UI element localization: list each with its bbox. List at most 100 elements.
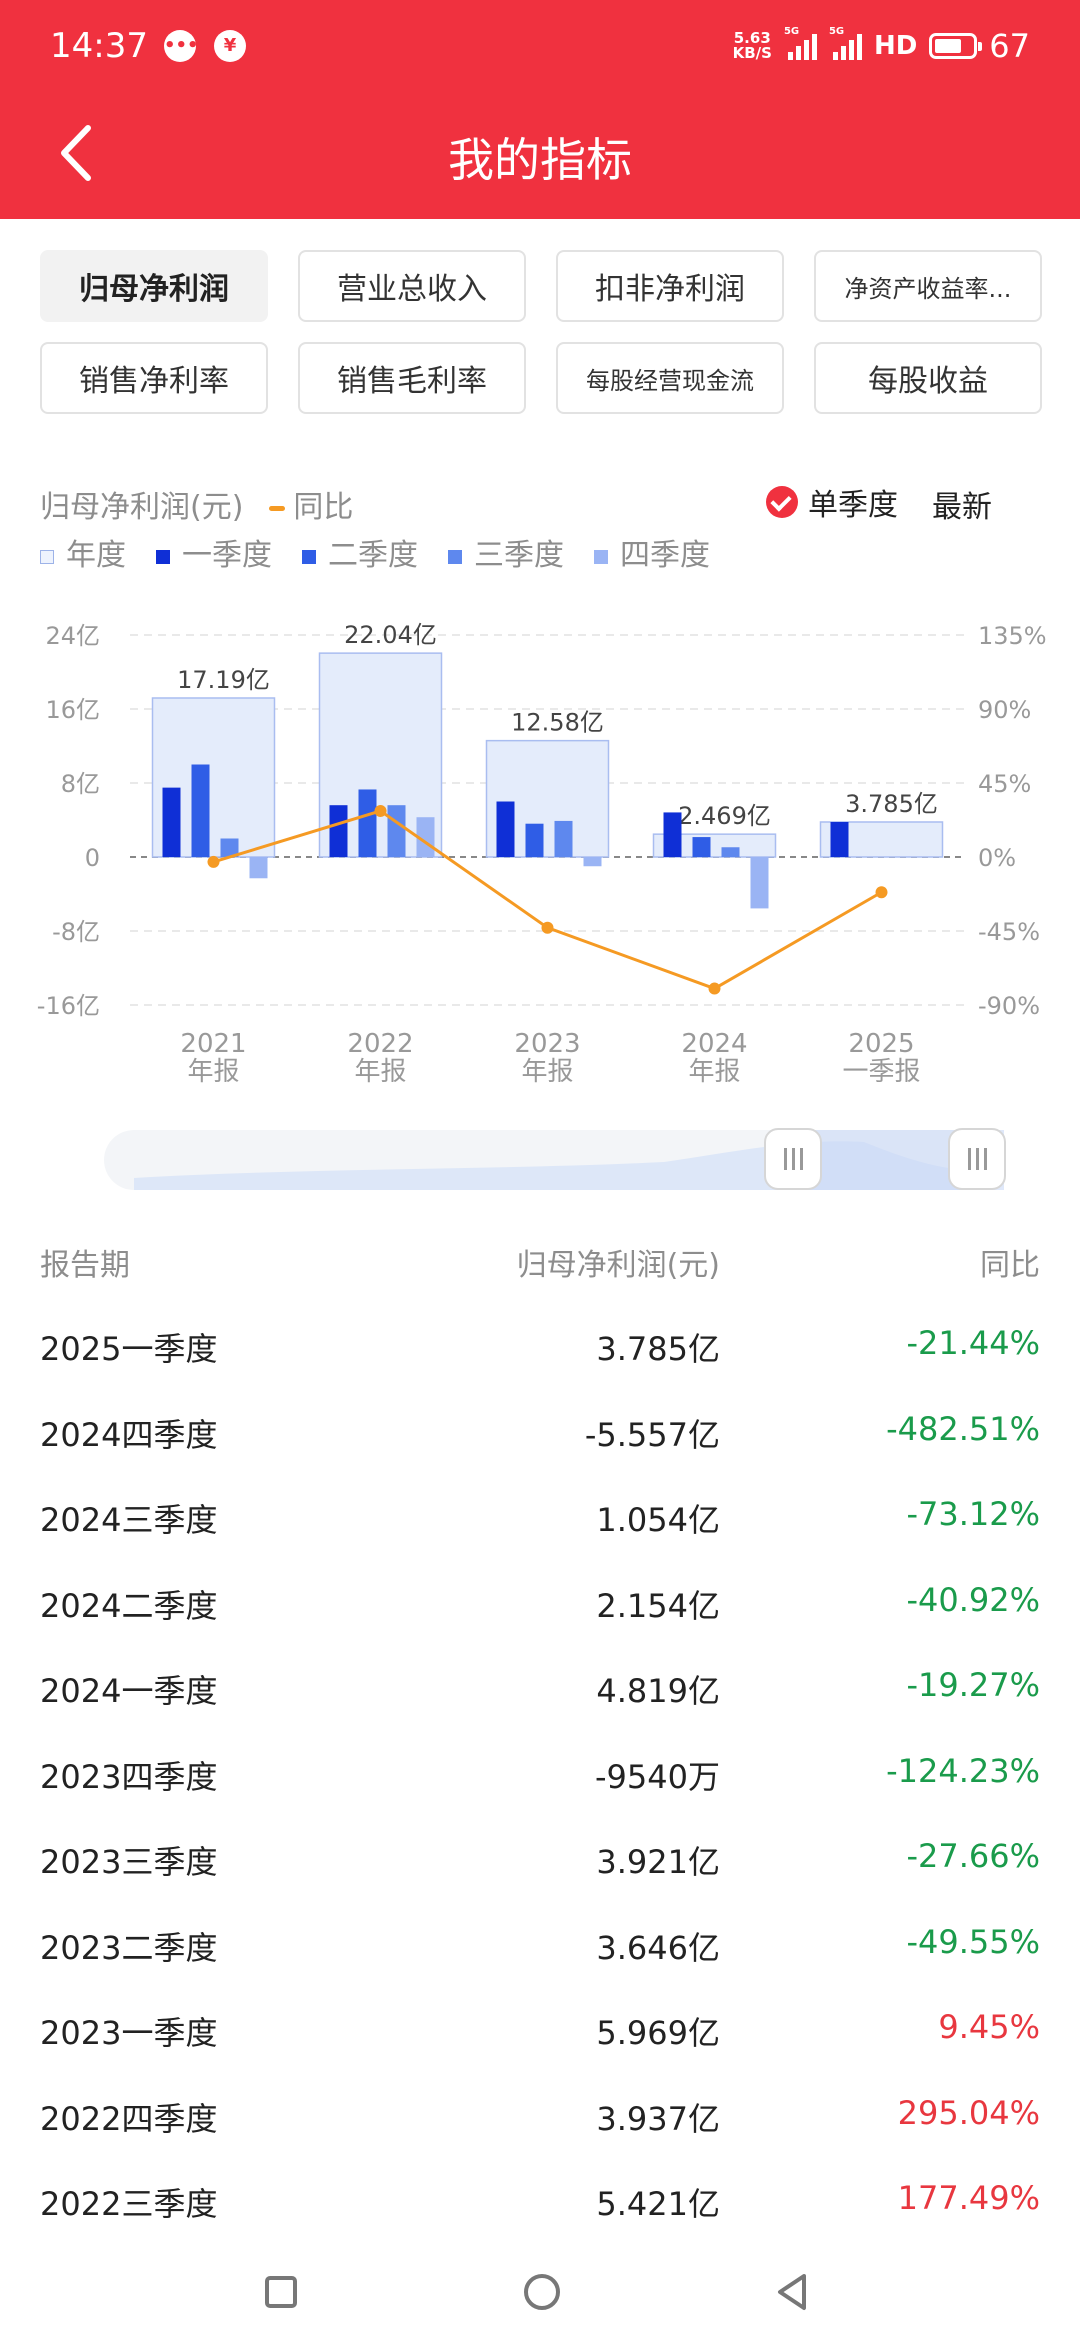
y2-tick-label: 0% — [978, 844, 1016, 872]
tab-deducted-profit[interactable]: 扣非净利润 — [556, 250, 784, 322]
tab-cashflow-per-share[interactable]: 每股经营现金流 — [556, 342, 784, 414]
x-tick-label: 2022 — [347, 1029, 413, 1059]
latest-button[interactable]: 最新 — [932, 490, 992, 525]
row-value: 3.921亿 — [596, 1843, 720, 1881]
y2-tick-label: -45% — [978, 918, 1040, 946]
row-period: 2024三季度 — [40, 1501, 218, 1539]
legend-item-q1[interactable]: 一季度 — [156, 530, 272, 574]
legend-yoy: 同比 — [269, 482, 353, 526]
indicator-tabs: 归母净利润 营业总收入 扣非净利润 净资产收益率... 销售净利率 销售毛利率 … — [40, 250, 1042, 414]
row-value: 5.969亿 — [596, 2014, 720, 2052]
row-value: 3.785亿 — [596, 1330, 720, 1368]
tab-eps[interactable]: 每股收益 — [814, 342, 1042, 414]
quarter-bar — [583, 857, 602, 867]
chart-legend-series: 年度 一季度 二季度 三季度 四季度 — [40, 530, 710, 574]
chevron-left-icon — [61, 125, 91, 181]
x-tick-label: 2024 — [681, 1029, 747, 1059]
x-tick-label: 年报 — [354, 1057, 406, 1087]
legend-item-annual[interactable]: 年度 — [40, 530, 126, 574]
system-nav-bar — [0, 2240, 1080, 2340]
row-value: -9540万 — [595, 1757, 720, 1796]
annual-value-label: 2.469亿 — [678, 802, 771, 830]
row-value: 5.421亿 — [596, 2185, 720, 2223]
status-bar: 14:37 ••• ¥ 5.63 KB/S 5G 5G HD 67 — [0, 0, 1080, 92]
annual-value-label: 3.785亿 — [845, 790, 938, 818]
tab-total-revenue[interactable]: 营业总收入 — [298, 250, 526, 322]
table-row[interactable]: 2023三季度 3.921亿 -27.66% — [40, 1829, 1040, 1915]
quarter-bar — [191, 764, 210, 857]
row-value: 1.054亿 — [596, 1501, 720, 1539]
page-title: 我的指标 — [448, 133, 632, 187]
y2-tick-label: 135% — [978, 622, 1047, 650]
row-period: 2023三季度 — [40, 1843, 218, 1881]
quarter-bar — [721, 847, 740, 857]
row-period: 2022三季度 — [40, 2185, 218, 2223]
annual-value-label: 12.58亿 — [511, 709, 604, 737]
quarter-bar — [496, 801, 515, 857]
home-button[interactable] — [524, 2274, 560, 2310]
row-period: 2023四季度 — [40, 1757, 218, 1796]
row-period: 2024四季度 — [40, 1415, 218, 1454]
table-row[interactable]: 2024一季度 4.819亿 -19.27% — [40, 1658, 1040, 1744]
tab-gross-margin[interactable]: 销售毛利率 — [298, 342, 526, 414]
x-tick-label: 年报 — [521, 1057, 573, 1087]
quarter-bar — [663, 812, 682, 857]
legend-item-q4[interactable]: 四季度 — [594, 530, 710, 574]
tab-net-profit[interactable]: 归母净利润 — [40, 250, 268, 322]
annual-bar — [652, 833, 777, 858]
range-handle-left[interactable] — [764, 1128, 822, 1190]
network-speed: 5.63 KB/S — [732, 29, 772, 62]
yoy-point — [374, 804, 387, 817]
quarter-bar — [358, 789, 377, 857]
legend-item-q3[interactable]: 三季度 — [448, 530, 564, 574]
table-row[interactable]: 2023一季度 5.969亿 9.45% — [40, 2000, 1040, 2086]
range-handle-right[interactable] — [948, 1128, 1006, 1190]
quarter-bar — [162, 787, 181, 857]
table-row[interactable]: 2025一季度 3.785亿 -21.44% — [40, 1316, 1040, 1402]
table-row[interactable]: 2024四季度 -5.557亿 -482.51% — [40, 1402, 1040, 1488]
signal-icon-2: 5G — [829, 26, 862, 60]
row-value: 3.937亿 — [596, 2099, 720, 2138]
y2-tick-label: -90% — [978, 992, 1040, 1020]
tab-net-margin[interactable]: 销售净利率 — [40, 342, 268, 414]
back-button[interactable] — [50, 118, 110, 188]
shield-yen-icon: ¥ — [214, 30, 246, 62]
quarter-bar — [692, 837, 711, 857]
row-yoy: -73.12% — [906, 1495, 1040, 1533]
quarter-bar — [387, 805, 406, 857]
recent-apps-button[interactable] — [265, 2276, 297, 2308]
table-row[interactable]: 2023二季度 3.646亿 -49.55% — [40, 1915, 1040, 2001]
y-tick-label: 0 — [85, 844, 100, 872]
quarter-bar — [830, 821, 849, 857]
single-season-toggle[interactable]: 单季度 — [766, 480, 898, 524]
hd-icon: HD — [873, 31, 918, 61]
table-row[interactable]: 2024三季度 1.054亿 -73.12% — [40, 1487, 1040, 1573]
row-yoy: 295.04% — [897, 2093, 1040, 2132]
chart-legend-top: 归母净利润(元) 同比 — [40, 482, 353, 526]
yoy-point — [875, 886, 888, 899]
quarter-bar — [554, 820, 573, 857]
table-row[interactable]: 2024二季度 2.154亿 -40.92% — [40, 1573, 1040, 1659]
check-icon — [766, 486, 798, 518]
yoy-point — [207, 855, 220, 868]
app-header: 14:37 ••• ¥ 5.63 KB/S 5G 5G HD 67 我的指标 — [0, 0, 1080, 219]
table-row[interactable]: 2023四季度 -9540万 -124.23% — [40, 1744, 1040, 1830]
x-tick-label: 一季报 — [842, 1057, 920, 1087]
x-tick-label: 2023 — [514, 1029, 580, 1059]
row-period: 2024一季度 — [40, 1672, 218, 1710]
range-slider[interactable] — [104, 1128, 1006, 1190]
table-row[interactable]: 2022三季度 5.421亿 177.49% — [40, 2171, 1040, 2257]
row-yoy: -124.23% — [886, 1751, 1040, 1790]
profit-chart[interactable]: 24亿 135% 16亿 90% 8亿 45% 0 0% -8亿 -45% -16亿 -90% 17.1… — [0, 600, 1080, 1100]
row-yoy: -27.66% — [906, 1837, 1040, 1875]
nav-back-icon[interactable] — [774, 2272, 810, 2312]
tab-roe[interactable]: 净资产收益率... — [814, 250, 1042, 322]
row-period: 2024二季度 — [40, 1586, 218, 1625]
table-row[interactable]: 2022四季度 3.937亿 295.04% — [40, 2086, 1040, 2172]
legend-item-q2[interactable]: 二季度 — [302, 530, 418, 574]
status-time: 14:37 — [50, 26, 148, 66]
status-right: 5.63 KB/S 5G 5G HD 67 — [733, 26, 1030, 66]
row-yoy: 9.45% — [938, 2008, 1040, 2046]
legend-metric: 归母净利润(元) — [40, 490, 244, 525]
x-tick-label: 年报 — [187, 1057, 239, 1087]
